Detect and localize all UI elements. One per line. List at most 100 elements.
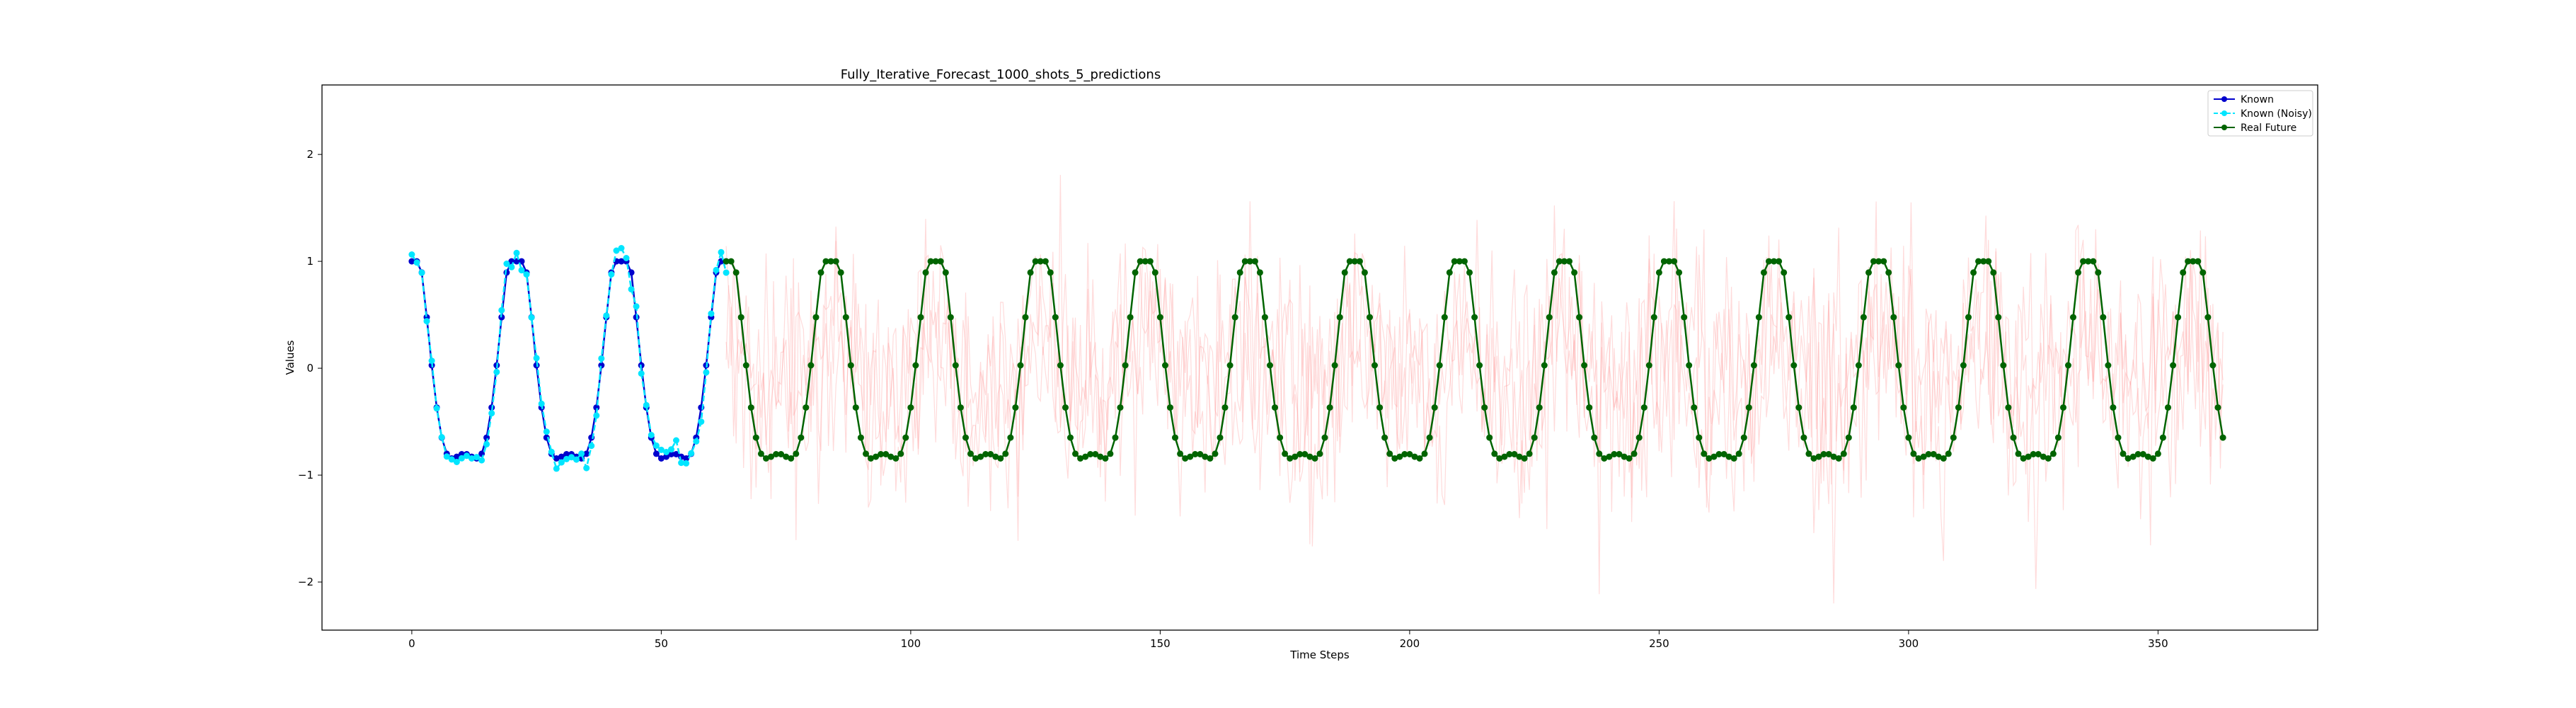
real-future-point — [1970, 269, 1977, 276]
known-point — [408, 258, 415, 265]
real-future-point — [1790, 362, 1798, 369]
known-point — [683, 455, 690, 462]
known-noisy-point — [548, 448, 555, 455]
known-noisy-point — [453, 459, 460, 465]
real-future-point — [1306, 453, 1313, 460]
real-future-point — [1626, 455, 1633, 462]
real-future-point — [1815, 453, 1822, 460]
real-future-point — [1267, 362, 1273, 369]
real-future-point — [1261, 314, 1268, 321]
known-noisy-point — [713, 266, 720, 273]
known-noisy-point — [723, 269, 730, 276]
real-future-point — [1146, 258, 1154, 265]
real-future-point — [2154, 450, 2161, 457]
real-future-point — [1296, 451, 1304, 457]
legend-future-label: Real Future — [2241, 122, 2296, 134]
real-future-point — [1730, 455, 1737, 462]
known-noisy-point — [638, 370, 645, 377]
y-tick-label: 1 — [306, 255, 314, 268]
real-future-point — [868, 455, 874, 462]
real-future-point — [1606, 453, 1613, 460]
real-future-point — [1566, 258, 1572, 265]
real-future-point — [1187, 453, 1194, 460]
real-future-point — [1471, 314, 1478, 321]
real-future-point — [763, 455, 769, 462]
x-tick-label: 350 — [2148, 637, 2168, 650]
real-future-point — [2090, 258, 2097, 265]
real-future-point — [1551, 269, 1558, 276]
real-future-point — [803, 404, 810, 411]
real-future-point — [2159, 434, 2166, 441]
real-future-point — [757, 450, 764, 457]
known-point — [593, 404, 600, 411]
real-future-point — [1156, 314, 1163, 321]
known-point — [652, 450, 660, 457]
known-noisy-point — [678, 459, 685, 467]
real-future-point — [1800, 434, 1807, 441]
real-future-point — [1885, 269, 1892, 276]
real-future-point — [863, 450, 869, 457]
real-future-point — [1621, 453, 1628, 460]
real-future-point — [2124, 455, 2132, 462]
real-future-point — [937, 258, 944, 265]
real-future-point — [977, 453, 984, 460]
legend-noisy-label: Known (Noisy) — [2241, 108, 2312, 120]
real-future-point — [1531, 434, 1538, 441]
known-noisy-point — [643, 401, 650, 409]
real-future-point — [2129, 453, 2137, 460]
real-future-point — [1556, 258, 1563, 265]
real-future-point — [1251, 258, 1258, 265]
real-future-point — [1241, 258, 1248, 265]
real-future-point — [728, 258, 735, 265]
known-point — [657, 455, 665, 462]
real-future-point — [2115, 434, 2122, 441]
real-future-point — [1256, 269, 1263, 276]
real-future-point — [1486, 434, 1493, 441]
chart-title: Fully_Iterative_Forecast_1000_shots_5_pr… — [841, 67, 1161, 82]
real-future-point — [907, 404, 914, 411]
known-noisy-point — [608, 270, 615, 278]
real-future-point — [2015, 450, 2022, 457]
real-future-point — [1496, 455, 1503, 462]
real-future-point — [1905, 434, 1912, 441]
real-future-point — [927, 258, 934, 265]
real-future-point — [1755, 314, 1762, 321]
known-noisy-point — [652, 442, 660, 449]
known-noisy-point — [628, 286, 635, 293]
real-future-point — [1127, 314, 1134, 321]
real-future-point — [1586, 404, 1593, 411]
x-tick-label: 50 — [655, 637, 668, 650]
real-future-point — [1616, 451, 1623, 457]
real-future-point — [2045, 455, 2052, 462]
real-future-point — [1655, 269, 1662, 276]
real-future-point — [1491, 450, 1498, 457]
real-future-point — [1940, 455, 1947, 462]
real-future-point — [1062, 404, 1069, 411]
real-future-point — [1087, 451, 1094, 457]
x-tick-label: 250 — [1649, 637, 1669, 650]
real-future-point — [1027, 269, 1034, 276]
real-future-point — [832, 258, 839, 265]
legend-box — [2207, 90, 2313, 137]
real-future-point — [1177, 450, 1184, 457]
real-future-point — [1311, 455, 1318, 462]
real-future-point — [917, 314, 924, 321]
real-future-point — [1326, 404, 1333, 411]
known-point — [668, 451, 674, 457]
real-future-point — [2190, 258, 2197, 265]
real-future-point — [778, 451, 785, 457]
y-tick-label: −2 — [298, 576, 314, 588]
real-future-point — [1272, 404, 1278, 411]
real-future-point — [723, 258, 730, 265]
real-future-point — [1226, 362, 1234, 369]
real-future-point — [1650, 314, 1657, 321]
real-future-point — [1910, 450, 1917, 457]
real-future-point — [1696, 434, 1703, 441]
real-future-point — [737, 314, 744, 321]
real-future-point — [2070, 314, 2076, 321]
real-future-point — [1022, 314, 1029, 321]
real-future-point — [1476, 362, 1483, 369]
real-future-point — [747, 404, 754, 411]
real-future-point — [1865, 269, 1872, 276]
